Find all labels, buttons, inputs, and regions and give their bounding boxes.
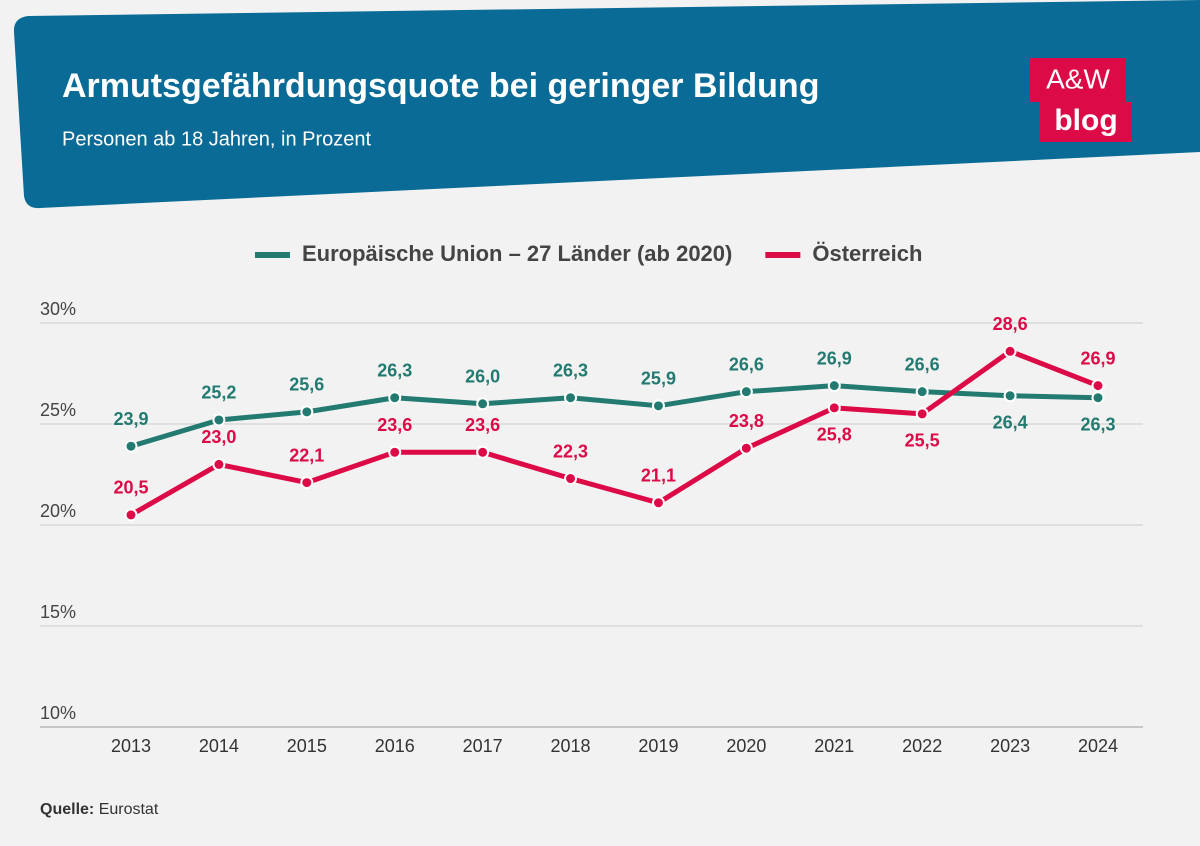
x-tick-label: 2016: [375, 736, 415, 756]
source-label: Quelle:: [40, 801, 94, 818]
y-tick-label: 10%: [40, 703, 76, 723]
value-label: 26,6: [729, 354, 764, 374]
value-label: 23,0: [201, 427, 236, 447]
data-point: [1003, 344, 1017, 358]
data-point: [1091, 391, 1105, 405]
data-point: [124, 439, 138, 453]
value-label: 26,0: [465, 367, 500, 387]
value-label: 20,5: [113, 478, 148, 498]
value-label: 26,6: [905, 354, 940, 374]
logo-text: A&W: [1046, 63, 1110, 94]
value-label: 21,1: [641, 466, 676, 486]
data-point: [651, 399, 665, 413]
value-label: 28,6: [993, 314, 1028, 334]
x-tick-label: 2019: [638, 736, 678, 756]
value-label: 22,1: [289, 445, 324, 465]
value-label: 25,9: [641, 369, 676, 389]
legend-label: Europäische Union – 27 Länder (ab 2020): [302, 241, 732, 266]
value-label: 26,3: [1080, 414, 1115, 434]
header-banner: [13, 0, 1200, 209]
value-label: 26,4: [993, 412, 1028, 432]
value-label: 23,8: [729, 411, 764, 431]
y-tick-label: 20%: [40, 501, 76, 521]
x-tick-label: 2024: [1078, 736, 1118, 756]
data-point: [827, 401, 841, 415]
data-point: [388, 445, 402, 459]
value-label: 23,9: [113, 409, 148, 429]
x-tick-label: 2018: [551, 736, 591, 756]
data-point: [212, 413, 226, 427]
x-tick-label: 2017: [463, 736, 503, 756]
data-point: [827, 379, 841, 393]
value-label: 26,3: [553, 360, 588, 380]
chart-subtitle: Personen ab 18 Jahren, in Prozent: [62, 128, 372, 150]
x-tick-label: 2021: [814, 736, 854, 756]
data-point: [388, 391, 402, 405]
y-tick-label: 25%: [40, 400, 76, 420]
source: Quelle: Eurostat: [40, 801, 159, 818]
logo-text: blog: [1054, 104, 1117, 137]
value-label: 26,9: [1080, 348, 1115, 368]
data-point: [564, 472, 578, 486]
value-label: 25,2: [201, 383, 236, 403]
data-point: [1003, 389, 1017, 403]
data-point: [739, 385, 753, 399]
data-point: [124, 508, 138, 522]
data-point: [212, 457, 226, 471]
source-text: Eurostat: [99, 801, 159, 818]
data-point: [300, 405, 314, 419]
chart-title: Armutsgefährdungsquote bei geringer Bild…: [62, 67, 819, 105]
data-point: [915, 407, 929, 421]
data-point: [915, 385, 929, 399]
series-line: [130, 383, 1099, 449]
data-point: [739, 441, 753, 455]
data-point: [564, 391, 578, 405]
value-label: 23,6: [465, 415, 500, 435]
x-tick-label: 2020: [726, 736, 766, 756]
value-label: 26,9: [817, 348, 852, 368]
value-label: 26,3: [377, 360, 412, 380]
logo-box: [1030, 58, 1126, 102]
logo-box: [1040, 102, 1132, 142]
x-tick-label: 2023: [990, 736, 1030, 756]
legend-label: Österreich: [812, 241, 922, 266]
y-tick-label: 30%: [40, 299, 76, 319]
x-tick-label: 2022: [902, 736, 942, 756]
value-label: 25,8: [817, 425, 852, 445]
data-point: [476, 397, 490, 411]
data-point: [651, 496, 665, 510]
y-tick-label: 15%: [40, 602, 76, 622]
value-label: 25,5: [905, 431, 940, 451]
x-tick-label: 2014: [199, 736, 239, 756]
data-point: [1091, 379, 1105, 393]
value-label: 22,3: [553, 441, 588, 461]
x-tick-label: 2015: [287, 736, 327, 756]
data-point: [300, 476, 314, 490]
x-tick-label: 2013: [111, 736, 151, 756]
value-label: 23,6: [377, 415, 412, 435]
data-point: [476, 445, 490, 459]
value-label: 25,6: [289, 375, 324, 395]
series-line: [129, 348, 1099, 518]
